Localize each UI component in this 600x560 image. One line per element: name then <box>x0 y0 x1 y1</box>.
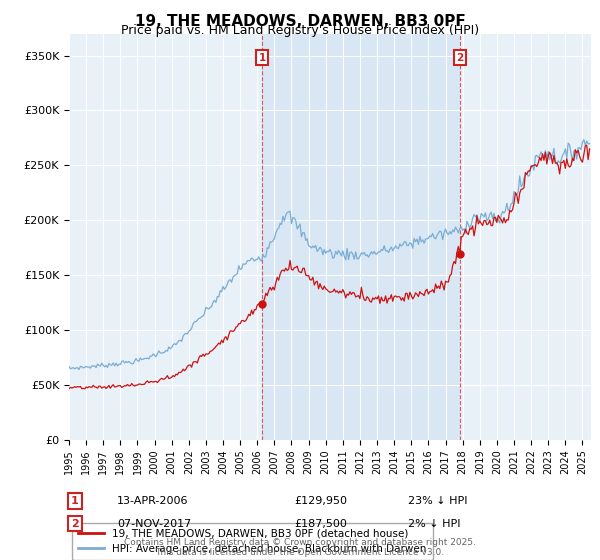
Bar <box>262 34 460 440</box>
Text: 1: 1 <box>71 496 79 506</box>
Text: 2: 2 <box>457 53 464 63</box>
Text: Contains HM Land Registry data © Crown copyright and database right 2025.
This d: Contains HM Land Registry data © Crown c… <box>124 538 476 557</box>
Text: 23% ↓ HPI: 23% ↓ HPI <box>408 496 467 506</box>
Text: 13-APR-2006: 13-APR-2006 <box>117 496 188 506</box>
Legend: 19, THE MEADOWS, DARWEN, BB3 0PF (detached house), HPI: Average price, detached : 19, THE MEADOWS, DARWEN, BB3 0PF (detach… <box>71 522 433 560</box>
Text: 07-NOV-2017: 07-NOV-2017 <box>117 519 191 529</box>
Text: Price paid vs. HM Land Registry's House Price Index (HPI): Price paid vs. HM Land Registry's House … <box>121 24 479 36</box>
Text: 19, THE MEADOWS, DARWEN, BB3 0PF: 19, THE MEADOWS, DARWEN, BB3 0PF <box>134 14 466 29</box>
Text: £187,500: £187,500 <box>294 519 347 529</box>
Text: £129,950: £129,950 <box>294 496 347 506</box>
Text: 2: 2 <box>71 519 79 529</box>
Text: 2% ↓ HPI: 2% ↓ HPI <box>408 519 461 529</box>
Text: 1: 1 <box>259 53 266 63</box>
